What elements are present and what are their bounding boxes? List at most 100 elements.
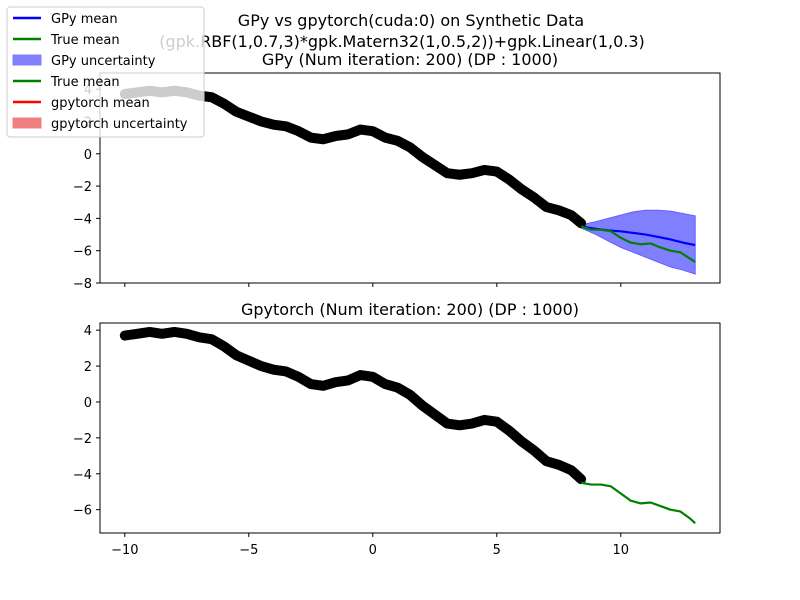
gpy-training-point: [207, 93, 216, 102]
gpy-training-point: [517, 185, 526, 194]
gpytorch-true-mean-line: [580, 481, 696, 524]
legend-entry-true-mean: True mean: [13, 33, 120, 48]
gpytorch-training-point: [133, 329, 142, 338]
gpytorch-training-point: [158, 329, 166, 338]
legend-entry-gpy-uncertainty: GPy uncertainty: [12, 54, 156, 69]
gpy-training-point: [244, 112, 253, 121]
legend-box: [6, 6, 205, 138]
gpytorch-ytick-label: 0: [84, 396, 92, 411]
gpy-training-point: [356, 125, 365, 134]
gpytorch-training-point: [468, 419, 476, 428]
legend-swatch-patch: [12, 54, 42, 66]
gpy-training-point: [220, 99, 228, 108]
gpytorch-training-point: [554, 460, 563, 469]
legend-label: GPy mean: [51, 12, 118, 27]
gpytorch-training-point: [480, 415, 489, 424]
legend-label: gpytorch mean: [51, 96, 150, 111]
gpytorch-ytick-label: 4: [84, 324, 92, 339]
gpytorch-training-point: [455, 421, 464, 430]
gpy-training-point: [418, 153, 427, 161]
legend-entry-true-mean: True mean: [13, 75, 120, 90]
gpy-training-point: [455, 170, 464, 179]
gpytorch-training-point: [319, 381, 328, 390]
gpytorch-xtick-label: 0: [369, 543, 377, 558]
gpytorch-training-point: [418, 401, 427, 410]
legend-label: True mean: [50, 75, 120, 90]
gpy-training-point: [269, 120, 278, 129]
gpytorch-ytick-label: −4: [73, 468, 92, 483]
gpytorch-training-point: [207, 335, 216, 344]
gpytorch-training-point: [331, 378, 340, 387]
gpytorch-training-point: [356, 371, 365, 380]
gpy-training-point: [567, 211, 576, 220]
gpy-training-point: [480, 165, 489, 174]
gpy-training-point: [406, 143, 414, 152]
gpytorch-training-point: [368, 372, 377, 381]
gpy-training-point: [232, 107, 241, 116]
gpytorch-training-point: [120, 331, 129, 340]
gpy-ytick-label: −6: [73, 245, 92, 260]
legend-label: gpytorch uncertainty: [51, 117, 188, 132]
gpytorch-xtick-label: −10: [111, 543, 138, 558]
gpytorch-xtick-label: −5: [239, 543, 258, 558]
gpy-training-point: [319, 135, 328, 144]
gpy-training-point: [430, 161, 439, 170]
gpytorch-subplot: Gpytorch (Num iteration: 200) (DP : 1000…: [73, 300, 721, 558]
gpytorch-ytick-label: −2: [73, 432, 92, 447]
gpytorch-training-point: [145, 327, 154, 336]
gpytorch-training-point: [443, 419, 452, 428]
gpytorch-training-point: [282, 367, 290, 376]
gpy-ytick-label: −2: [73, 180, 92, 195]
gpytorch-training-point: [567, 466, 576, 475]
gpytorch-training-point: [232, 351, 241, 360]
gpytorch-training-point: [505, 426, 514, 435]
gpy-training-point: [443, 169, 452, 178]
gpytorch-ytick-label: 2: [84, 360, 92, 375]
gpy-training-point: [368, 127, 377, 136]
gpytorch-training-point: [182, 329, 191, 338]
gpy-subplot-title: GPy (Num iteration: 200) (DP : 1000): [262, 50, 558, 69]
gpytorch-training-point: [344, 376, 352, 385]
gpytorch-training-point: [381, 380, 390, 389]
gpytorch-training-point: [517, 437, 526, 446]
gpytorch-training-point: [257, 362, 266, 371]
gpytorch-axes-frame: [99, 322, 721, 534]
gpytorch-subplot-title: Gpytorch (Num iteration: 200) (DP : 1000…: [241, 300, 579, 319]
gpytorch-training-point: [306, 380, 315, 389]
gpy-training-point: [505, 175, 514, 184]
gpy-training-point: [282, 122, 290, 131]
legend: GPy mean True mean GPy uncertainty True mea…: [6, 6, 205, 138]
gpytorch-training-point: [244, 356, 253, 365]
gpytorch-plot-area: [119, 326, 696, 524]
gpy-training-point: [530, 193, 538, 202]
gpy-ytick-label: 0: [84, 148, 92, 163]
gpytorch-training-point: [220, 342, 228, 351]
gpytorch-training-point: [530, 446, 538, 455]
gpy-axes-frame: [99, 72, 721, 284]
gpy-training-point: [577, 219, 586, 228]
gpytorch-training-point: [430, 410, 439, 419]
gpytorch-training-point: [577, 475, 586, 484]
gpy-plot-area: [119, 85, 696, 275]
figure-suptitle-line1: GPy vs gpytorch(cuda:0) on Synthetic Dat…: [238, 11, 584, 30]
gpy-training-point: [554, 206, 563, 215]
gpytorch-xtick-label: 10: [613, 543, 630, 558]
legend-swatch-patch: [12, 117, 42, 129]
gpy-ytick-label: −8: [73, 277, 92, 292]
gpytorch-training-point: [170, 327, 179, 336]
gpy-gpy-uncertainty-band: [580, 209, 696, 275]
gpytorch-xtick-label: 5: [493, 543, 501, 558]
gpy-training-point: [257, 117, 266, 126]
gpytorch-training-point: [195, 333, 204, 342]
legend-entry-gpy-mean: GPy mean: [13, 12, 118, 27]
gpy-training-point: [331, 132, 340, 140]
legend-label: GPy uncertainty: [51, 54, 156, 69]
gpytorch-training-point: [393, 383, 402, 392]
gpytorch-training-data: [119, 326, 587, 485]
gpy-training-point: [306, 133, 315, 142]
gpy-training-point: [294, 127, 303, 136]
gpy-training-point: [393, 136, 402, 145]
gpy-training-point: [492, 167, 501, 176]
legend-entry-gpytorch-uncertainty: gpytorch uncertainty: [12, 117, 188, 132]
